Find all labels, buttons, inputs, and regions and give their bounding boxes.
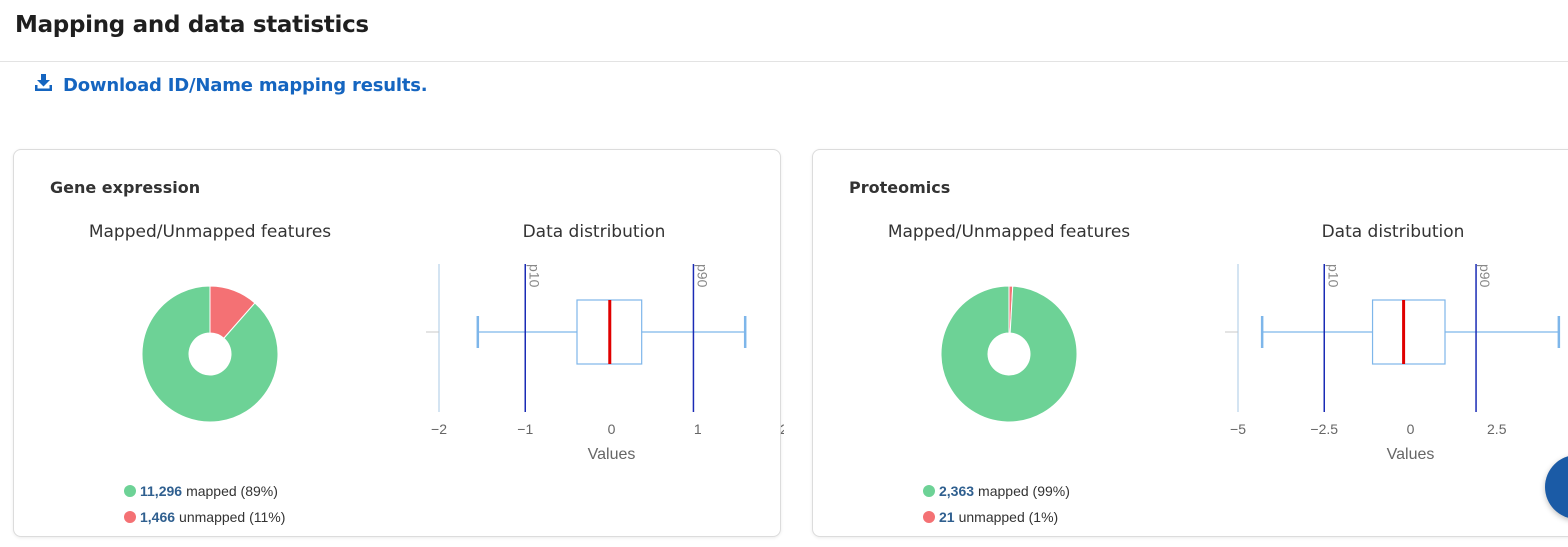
p10-label: p10	[526, 264, 542, 288]
page-title: Mapping and data statistics	[15, 12, 369, 38]
card-title: Gene expression	[50, 178, 201, 197]
mapped-count: 2,363	[939, 483, 975, 499]
pie-chart-title: Mapped/Unmapped features	[88, 222, 332, 242]
x-tick-label: −1	[517, 421, 533, 437]
mapping-donut-chart[interactable]	[142, 286, 278, 422]
download-link-label: Download ID/Name mapping results.	[63, 75, 428, 96]
x-tick-label: 2.5	[1487, 421, 1507, 437]
p90-label: p90	[694, 264, 710, 288]
legend-item-mapped[interactable]: 11,296 mapped (89%)	[124, 478, 285, 504]
x-axis-title: Values	[588, 446, 636, 463]
boxplot-title: Data distribution	[1321, 222, 1465, 242]
unmapped-dot-icon	[923, 511, 935, 523]
unmapped-label: unmapped (11%)	[179, 509, 286, 525]
card-title: Proteomics	[849, 178, 951, 197]
x-tick-label: −2.5	[1310, 421, 1338, 437]
download-mapping-link[interactable]: Download ID/Name mapping results.	[34, 74, 428, 97]
mapped-dot-icon	[923, 485, 935, 497]
x-tick-label: 0	[608, 421, 616, 437]
unmapped-label: unmapped (1%)	[958, 509, 1059, 525]
x-tick-label: −2	[431, 421, 447, 437]
mapping-donut-chart[interactable]	[941, 286, 1077, 422]
x-tick-label: 2	[780, 421, 784, 437]
proteomics-card: Proteomics Mapped/Unmapped features Data…	[812, 149, 1568, 537]
distribution-boxplot[interactable]: p10 p90 −2 −1 0 1 2 Values	[404, 254, 784, 464]
page-header: Mapping and data statistics	[0, 0, 1568, 62]
x-tick-label: −5	[1230, 421, 1246, 437]
mapped-dot-icon	[124, 485, 136, 497]
download-icon	[34, 74, 53, 97]
legend-item-unmapped[interactable]: 1,466 unmapped (11%)	[124, 504, 285, 530]
mapping-legend: 11,296 mapped (89%) 1,466 unmapped (11%)	[124, 478, 285, 530]
mapped-label: mapped (89%)	[186, 483, 278, 499]
mapped-count: 11,296	[140, 483, 183, 499]
legend-item-mapped[interactable]: 2,363 mapped (99%)	[923, 478, 1070, 504]
iqr-box	[1371, 299, 1446, 365]
p10-label: p10	[1325, 264, 1341, 288]
legend-item-unmapped[interactable]: 21 unmapped (1%)	[923, 504, 1070, 530]
pie-chart-title: Mapped/Unmapped features	[887, 222, 1131, 242]
x-tick-label: 0	[1407, 421, 1415, 437]
mapped-label: mapped (99%)	[978, 483, 1070, 499]
unmapped-count: 1,466	[140, 509, 176, 525]
unmapped-dot-icon	[124, 511, 136, 523]
x-tick-label: 1	[694, 421, 702, 437]
unmapped-count: 21	[939, 509, 955, 525]
boxplot-title: Data distribution	[522, 222, 666, 242]
gene-expression-card: Gene expression Mapped/Unmapped features…	[13, 149, 784, 537]
pie-slice-mapped	[142, 286, 278, 422]
p90-label: p90	[1477, 264, 1493, 288]
help-fab-button[interactable]	[1545, 455, 1568, 519]
mapping-legend: 2,363 mapped (99%) 21 unmapped (1%)	[923, 478, 1070, 530]
pie-slice-mapped	[941, 286, 1077, 422]
x-axis-title: Values	[1387, 446, 1435, 463]
